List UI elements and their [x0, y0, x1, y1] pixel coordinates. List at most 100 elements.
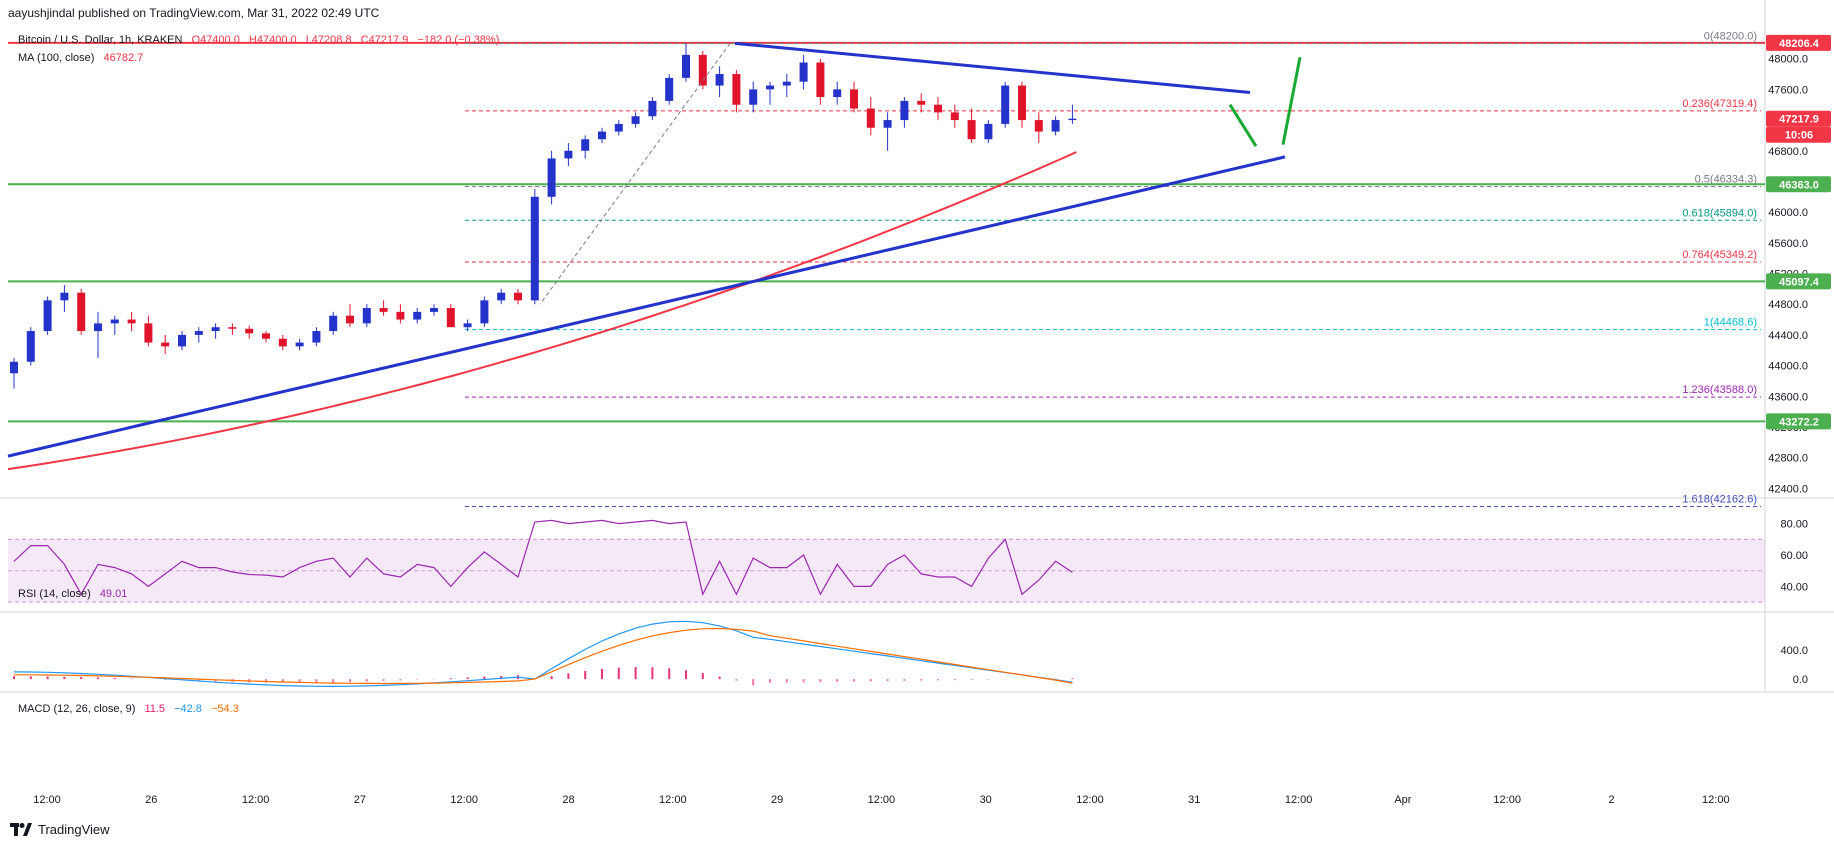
ohlc-low: L47208.8 — [305, 34, 352, 46]
time-axis-label: 12:00 — [33, 794, 61, 806]
candle-body — [295, 342, 304, 347]
candle-body — [799, 62, 808, 82]
candle-body — [514, 292, 522, 301]
rsi-label: RSI (14, close) — [18, 588, 91, 600]
price-tick-label: 43600.0 — [1768, 391, 1808, 403]
time-axis-label: 26 — [145, 794, 157, 806]
rsi-band — [8, 539, 1765, 603]
candle-body — [547, 158, 556, 197]
candle-body — [1051, 120, 1060, 132]
candle-body — [883, 120, 892, 128]
candle-body — [497, 292, 506, 301]
price-tick-label: 42400.0 — [1768, 483, 1808, 495]
candle-body — [1068, 118, 1077, 121]
candle-body — [127, 319, 136, 324]
candle-body — [833, 89, 842, 98]
candle-body — [463, 323, 472, 328]
candle-body — [228, 327, 237, 329]
price-tick-label: 48000.0 — [1768, 54, 1808, 66]
price-badge-label: 43272.2 — [1779, 416, 1819, 428]
price-badge-label: 48206.4 — [1779, 38, 1820, 50]
rsi-tick-label: 60.00 — [1780, 550, 1808, 562]
candle-body — [1018, 85, 1026, 121]
candle-body — [396, 311, 405, 320]
candle-body — [346, 315, 354, 324]
candle-body — [26, 331, 35, 362]
price-tick-label: 45600.0 — [1768, 238, 1808, 250]
candle-body — [682, 54, 690, 78]
candle-body — [631, 116, 640, 124]
macd-tick-label: 0.0 — [1793, 674, 1808, 686]
ohlc-change: −182.0 (−0.38%) — [417, 34, 500, 46]
candle-body — [950, 112, 959, 121]
price-tick-label: 47600.0 — [1768, 84, 1808, 96]
candle-body — [430, 308, 438, 312]
price-tick-label: 44400.0 — [1768, 330, 1808, 342]
candle-body — [698, 54, 707, 86]
price-badge — [1766, 176, 1831, 193]
price-badge-label: 10:06 — [1785, 130, 1813, 142]
candle-body — [144, 323, 153, 343]
time-axis-label: 12:00 — [659, 794, 687, 806]
candle-body — [934, 104, 942, 113]
candle-body — [900, 100, 909, 121]
candle-body — [1034, 120, 1043, 132]
candle-body — [278, 338, 287, 347]
ma100-line — [7, 151, 1077, 471]
tradingview-footer[interactable]: TradingView — [10, 822, 110, 837]
macd-legend: MACD (12, 26, close, 9) 11.5 −42.8 −54.3 — [18, 703, 245, 715]
candle-body — [60, 292, 69, 301]
ohlc-close: C47217.9 — [360, 34, 409, 46]
price-badge — [1766, 413, 1831, 430]
time-axis-label: 12:00 — [1493, 794, 1521, 806]
time-axis-label: 27 — [354, 794, 366, 806]
candle-body — [413, 311, 422, 320]
price-badge-label: 47217.9 — [1779, 114, 1819, 126]
price-badge-label: 46363.0 — [1779, 179, 1819, 191]
price-tick-label: 46800.0 — [1768, 146, 1808, 158]
fib-level-label: 1(44468.6) — [1704, 317, 1757, 329]
ma-label: MA (100, close) — [18, 52, 95, 64]
candle-body — [598, 131, 606, 140]
fib-level-label: 1.236(43588.0) — [1682, 384, 1757, 396]
time-axis-label: 2 — [1608, 794, 1614, 806]
price-tick-label: 44000.0 — [1768, 361, 1808, 373]
candle-body — [43, 300, 52, 332]
candle-body — [917, 100, 926, 105]
candle-body — [782, 81, 791, 86]
time-axis-label: 12:00 — [450, 794, 478, 806]
candle-body — [564, 150, 573, 159]
fib-level-label: 0.618(45894.0) — [1682, 207, 1757, 219]
price-tick-label: 46000.0 — [1768, 207, 1808, 219]
candle-body — [211, 327, 220, 332]
fib-level-label: 1.618(42162.6) — [1682, 494, 1757, 506]
rsi-value: 49.01 — [99, 588, 128, 600]
candle-body — [446, 308, 455, 328]
candle-body — [766, 85, 774, 90]
candle-body — [178, 334, 186, 347]
macd-label: MACD (12, 26, close, 9) — [18, 703, 136, 715]
candle-body — [816, 62, 825, 98]
falling-trendline — [734, 41, 1251, 94]
time-axis-label: 12:00 — [1076, 794, 1104, 806]
macd-line-value: −42.8 — [174, 703, 202, 715]
candle-body — [732, 74, 741, 105]
fib-level-label: 0.5(46334.3) — [1695, 173, 1757, 185]
time-axis-label: 12:00 — [1285, 794, 1313, 806]
time-axis-label: 28 — [562, 794, 574, 806]
time-axis-label: 12:00 — [868, 794, 896, 806]
tradingview-logo-icon — [10, 823, 32, 836]
candle-body — [850, 89, 858, 109]
fib-level-label: 0.236(47319.4) — [1682, 98, 1757, 110]
price-badge — [1766, 273, 1831, 290]
candle-body — [967, 120, 976, 140]
rsi-legend: RSI (14, close) 49.01 — [18, 588, 133, 600]
time-axis-label: Apr — [1394, 794, 1411, 806]
rsi-tick-label: 40.00 — [1780, 581, 1808, 593]
macd-line — [13, 620, 1073, 688]
ohlc-open: O47400.0 — [191, 34, 240, 46]
time-axis-label: 31 — [1188, 794, 1200, 806]
candle-body — [581, 139, 590, 151]
candle-body — [94, 323, 102, 332]
